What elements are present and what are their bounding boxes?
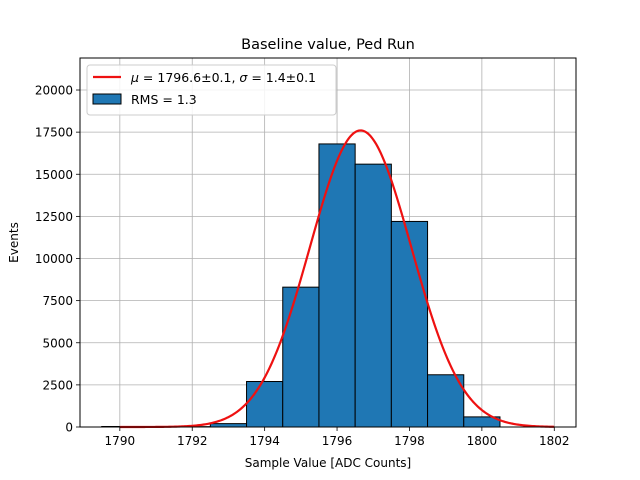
legend-fit-label: μ = 1796.6±0.1, σ = 1.4±0.1 [130, 70, 316, 85]
x-tick-label-1: 1792 [177, 434, 208, 448]
legend-mu-symbol: μ [130, 70, 139, 85]
fit-curve [119, 129, 555, 429]
histogram-bar-5 [282, 286, 320, 428]
histogram-bar-6 [318, 143, 356, 428]
plot-frame [79, 57, 577, 428]
y-tick-label-2: 5000 [42, 336, 73, 350]
legend-hist-swatch [92, 93, 122, 105]
gaussian-fit [119, 129, 555, 429]
histogram-bar-3 [209, 423, 248, 428]
x-tick-label-5: 1800 [467, 434, 498, 448]
legend: μ = 1796.6±0.1, σ = 1.4±0.1 RMS = 1.3 [86, 64, 337, 116]
legend-sigma-value: = 1.4±0.1 [247, 70, 316, 85]
y-axis-ticks: 0 2500 5000 7500 10000 12500 15000 17500 20000 [35, 84, 80, 435]
histogram-bars [101, 143, 501, 428]
y-tick-label-7: 17500 [35, 126, 73, 140]
x-tick-label-6: 1802 [539, 434, 570, 448]
x-axis-ticks: 1790 1792 1794 1796 1798 1800 1802 [105, 427, 570, 448]
y-tick-label-6: 15000 [35, 168, 73, 182]
y-tick-label-0: 0 [65, 421, 73, 435]
x-tick-label-4: 1798 [394, 434, 425, 448]
histogram-bar-7 [354, 163, 392, 428]
legend-hist-label: RMS = 1.3 [131, 92, 197, 107]
y-tick-label-3: 7500 [42, 294, 73, 308]
y-tick-label-5: 12500 [35, 210, 73, 224]
legend-sigma-symbol: σ [239, 70, 248, 85]
legend-box [86, 64, 337, 116]
legend-mu-value: = 1796.6±0.1, [139, 70, 239, 85]
y-tick-label-8: 20000 [35, 84, 73, 98]
chart-title: Baseline value, Ped Run [241, 37, 415, 53]
y-axis-label: Events [7, 222, 21, 263]
histogram-bar-4 [246, 381, 284, 428]
x-tick-label-0: 1790 [105, 434, 136, 448]
x-axis-label: Sample Value [ADC Counts] [245, 456, 411, 470]
histogram-bar-9 [427, 374, 465, 428]
histogram-bar-8 [390, 220, 429, 428]
y-tick-label-1: 2500 [42, 378, 73, 392]
x-tick-label-2: 1794 [249, 434, 280, 448]
x-tick-label-3: 1796 [322, 434, 353, 448]
y-tick-label-4: 10000 [35, 252, 73, 266]
